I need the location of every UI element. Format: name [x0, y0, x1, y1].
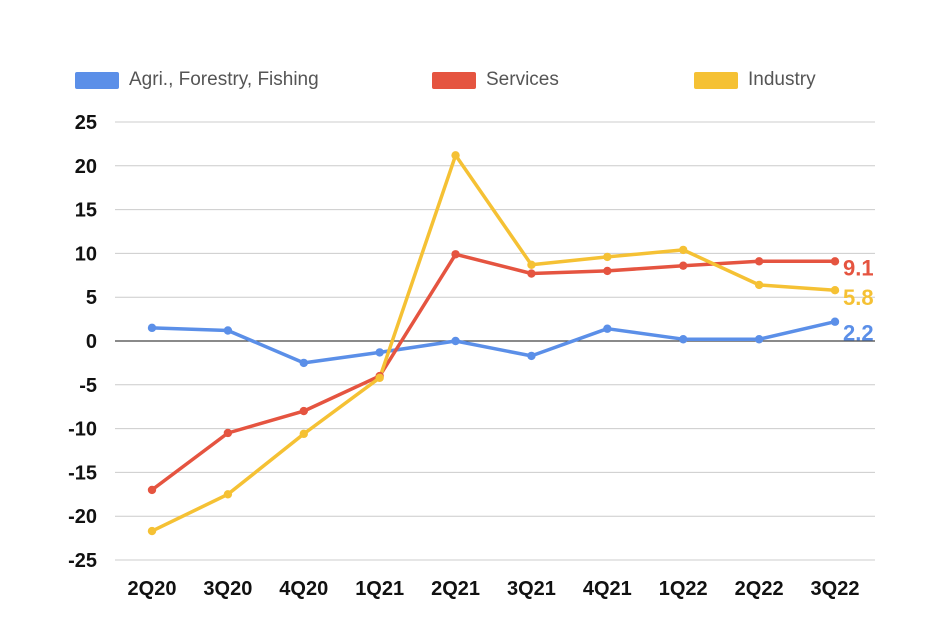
data-point-agri	[830, 317, 840, 326]
data-point-agri	[299, 358, 308, 368]
end-label-services: 9.1	[843, 255, 874, 280]
legend-swatch-agri	[75, 71, 119, 89]
data-point-industry	[451, 151, 460, 160]
end-label-agri: 2.2	[843, 321, 874, 346]
x-tick-label: 3Q20	[203, 578, 252, 600]
data-point-industry	[679, 245, 688, 255]
end-labels: 2.2 9.1 5.8	[843, 255, 874, 345]
data-point-services	[527, 269, 536, 278]
y-tick-label: 0	[86, 331, 97, 353]
legend-swatch-industry	[694, 71, 738, 89]
data-point-agri	[223, 326, 233, 335]
x-tick-label: 3Q22	[811, 578, 860, 600]
y-tick-label: 5	[86, 287, 97, 309]
legend-label-services: Services	[486, 69, 559, 90]
x-tick-label: 4Q20	[279, 578, 328, 600]
x-tick-label: 2Q21	[431, 578, 480, 600]
end-label-industry: 5.8	[843, 285, 874, 310]
data-point-agri	[147, 323, 157, 333]
legend-label-agri: Agri., Forestry, Fishing	[129, 69, 319, 90]
x-tick-label: 2Q22	[735, 578, 784, 600]
y-tick-label: 15	[75, 200, 97, 222]
x-axis-ticks: 2Q20 3Q20 4Q20 1Q21 2Q21 3Q21 4Q21 1Q22 2Q22 3Q22	[128, 578, 860, 600]
series-line-agri	[150, 319, 837, 365]
y-tick-label: 10	[75, 243, 97, 265]
x-tick-label: 2Q20	[128, 578, 177, 600]
legend-item-agri: Agri., Forestry, Fishing	[75, 69, 319, 91]
legend-swatch-services	[432, 71, 476, 89]
data-point-agri	[603, 324, 612, 333]
data-point-agri	[679, 335, 688, 344]
y-tick-label: -15	[68, 462, 97, 484]
data-point-industry	[830, 285, 840, 295]
y-tick-label: -5	[79, 375, 97, 397]
series-line-services	[150, 252, 837, 492]
series-lines	[150, 153, 837, 533]
data-point-industry	[147, 526, 157, 536]
data-point-services	[299, 406, 308, 416]
y-tick-label: -20	[68, 506, 97, 528]
data-point-industry	[299, 429, 308, 439]
data-point-services	[451, 250, 460, 259]
x-tick-label: 3Q21	[507, 578, 556, 600]
data-point-services	[603, 266, 612, 276]
legend-label-industry: Industry	[748, 69, 816, 90]
data-point-services	[223, 428, 233, 438]
data-point-agri	[754, 335, 764, 344]
y-tick-label: 20	[75, 156, 97, 178]
data-point-services	[679, 261, 688, 270]
data-point-industry	[603, 252, 612, 262]
x-tick-label: 1Q22	[659, 578, 708, 600]
data-point-industry	[527, 260, 536, 269]
y-tick-label: 25	[75, 112, 97, 134]
data-point-industry	[375, 373, 384, 382]
data-point-agri	[451, 336, 460, 346]
y-tick-label: -10	[68, 419, 97, 441]
series-points	[147, 151, 840, 536]
legend: Agri., Forestry, Fishing Services Indust…	[0, 69, 930, 95]
data-point-services	[754, 257, 764, 266]
data-point-industry	[223, 490, 233, 499]
y-axis-ticks: 25 20 15 10 5 0 -5 -10 -15 -20 -25	[68, 112, 97, 572]
x-tick-label: 4Q21	[583, 578, 632, 600]
data-point-agri	[375, 348, 384, 357]
series-line-industry	[150, 153, 837, 533]
legend-item-services: Services	[432, 69, 559, 91]
x-tick-label: 1Q21	[355, 578, 404, 600]
data-point-agri	[527, 351, 536, 361]
data-point-industry	[754, 280, 764, 290]
data-point-services	[147, 485, 157, 495]
data-point-services	[830, 257, 840, 266]
legend-item-industry: Industry	[694, 69, 816, 91]
y-tick-label: -25	[68, 550, 97, 572]
